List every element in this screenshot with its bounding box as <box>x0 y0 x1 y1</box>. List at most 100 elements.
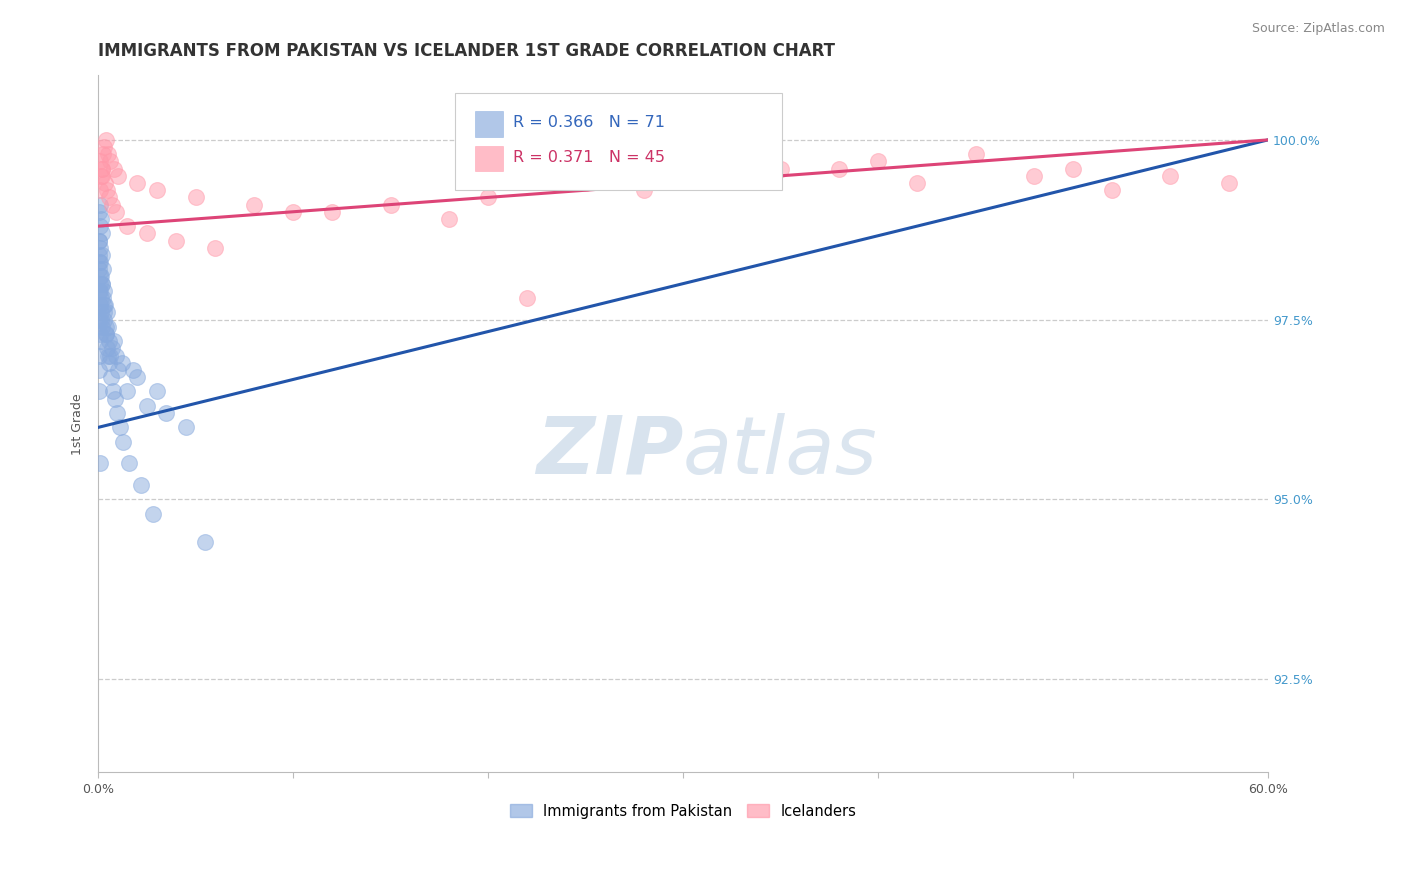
Point <box>97 147 120 161</box>
Point <box>633 183 655 197</box>
Point <box>321 204 343 219</box>
Point <box>100 370 122 384</box>
Point <box>965 147 987 161</box>
Point <box>98 349 121 363</box>
Point <box>117 219 139 234</box>
Point <box>905 176 928 190</box>
Point <box>165 234 187 248</box>
Point <box>89 284 111 298</box>
Point <box>89 255 111 269</box>
Point <box>107 363 129 377</box>
Point <box>87 262 110 277</box>
Point <box>135 227 157 241</box>
Point <box>91 169 114 183</box>
Point <box>103 161 125 176</box>
Point <box>104 204 127 219</box>
Point <box>96 305 118 319</box>
Point <box>204 241 226 255</box>
Point <box>477 190 499 204</box>
Text: IMMIGRANTS FROM PAKISTAN VS ICELANDER 1ST GRADE CORRELATION CHART: IMMIGRANTS FROM PAKISTAN VS ICELANDER 1S… <box>98 42 835 60</box>
Y-axis label: 1st Grade: 1st Grade <box>72 393 84 455</box>
Point <box>90 269 112 284</box>
Point <box>90 248 112 262</box>
Point <box>96 326 118 341</box>
Point <box>97 190 120 204</box>
Point <box>94 326 117 341</box>
Point <box>93 140 115 154</box>
Point <box>1218 176 1240 190</box>
Point <box>127 176 149 190</box>
Point <box>87 349 110 363</box>
Point <box>93 312 115 326</box>
Text: atlas: atlas <box>683 413 877 491</box>
Point <box>380 197 402 211</box>
Point <box>91 277 114 291</box>
Point <box>94 319 117 334</box>
Point <box>118 456 141 470</box>
Point <box>89 248 111 262</box>
Point <box>107 169 129 183</box>
Point <box>89 456 111 470</box>
Point <box>89 219 111 234</box>
Point <box>112 434 135 449</box>
Point <box>574 176 596 190</box>
Point <box>101 384 124 399</box>
Point <box>103 334 125 348</box>
Point <box>89 154 111 169</box>
Point <box>90 312 112 326</box>
Point <box>155 406 177 420</box>
Point <box>194 535 217 549</box>
Point <box>96 183 118 197</box>
Point <box>129 478 152 492</box>
Point <box>135 399 157 413</box>
Point <box>769 161 792 176</box>
Point <box>97 334 120 348</box>
Point <box>145 183 167 197</box>
Point <box>127 370 149 384</box>
Point <box>90 161 112 176</box>
Point <box>90 291 112 305</box>
Text: R = 0.366   N = 71: R = 0.366 N = 71 <box>513 115 665 130</box>
Point <box>97 349 120 363</box>
Point <box>91 161 114 176</box>
FancyBboxPatch shape <box>456 93 783 190</box>
Point <box>91 147 114 161</box>
Point <box>98 154 121 169</box>
Point <box>89 241 111 255</box>
Legend: Immigrants from Pakistan, Icelanders: Immigrants from Pakistan, Icelanders <box>503 797 862 824</box>
Point <box>98 356 121 370</box>
Point <box>89 298 111 312</box>
Point <box>91 277 114 291</box>
Point <box>93 298 115 312</box>
Point <box>1159 169 1181 183</box>
Point <box>94 298 117 312</box>
Point <box>108 420 131 434</box>
Point <box>145 384 167 399</box>
Point <box>100 342 122 356</box>
Point <box>1101 183 1123 197</box>
Point <box>94 176 117 190</box>
Point <box>89 363 111 377</box>
Point <box>89 197 111 211</box>
Point <box>91 227 114 241</box>
Point <box>87 284 110 298</box>
Point <box>117 384 139 399</box>
Point <box>122 363 145 377</box>
Point <box>89 277 111 291</box>
Point <box>87 204 110 219</box>
Point <box>110 356 132 370</box>
Point <box>89 384 111 399</box>
Point <box>93 305 115 319</box>
Point <box>184 190 207 204</box>
Point <box>90 211 112 226</box>
Text: R = 0.371   N = 45: R = 0.371 N = 45 <box>513 150 665 165</box>
Point <box>89 334 111 348</box>
Point <box>91 291 114 305</box>
Point <box>89 269 111 284</box>
Point <box>437 211 460 226</box>
Point <box>516 291 538 305</box>
FancyBboxPatch shape <box>475 145 503 171</box>
Point <box>96 342 118 356</box>
Point <box>94 133 117 147</box>
Point <box>87 312 110 326</box>
